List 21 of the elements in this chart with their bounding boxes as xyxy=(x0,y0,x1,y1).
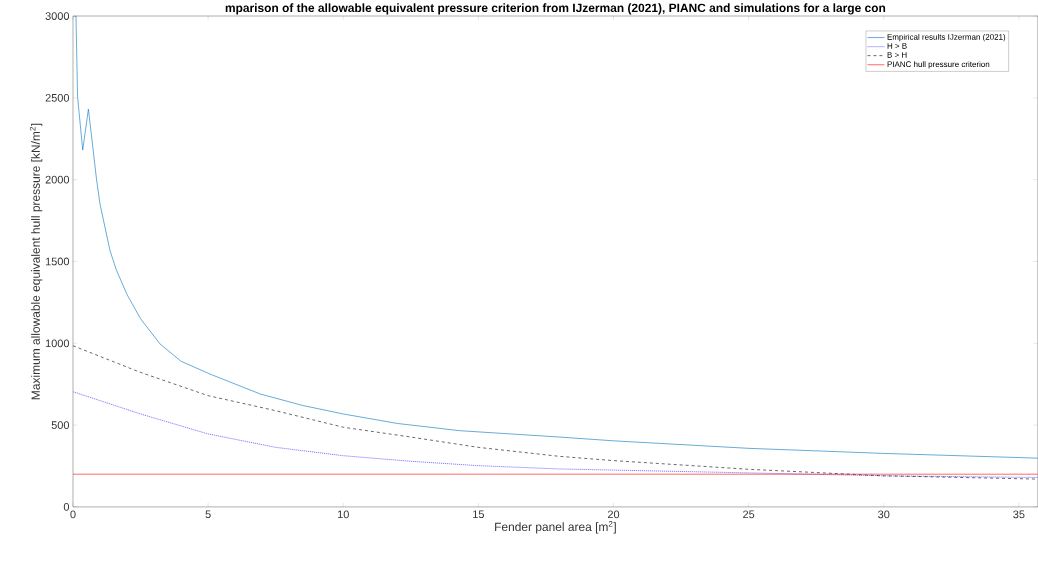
line-series xyxy=(73,345,1038,480)
y-tick-label: 3000 xyxy=(45,12,70,20)
y-tick-label: 500 xyxy=(51,421,70,430)
y-tick-label: 0 xyxy=(63,503,70,511)
x-tick-label: 0 xyxy=(70,510,76,519)
x-axis-title: Fender panel area [m$^{2}$] xyxy=(495,521,616,534)
x-tick-label: 5 xyxy=(205,510,211,519)
y-tick-label: 2000 xyxy=(45,175,70,184)
y-tick-label: 2500 xyxy=(45,94,70,102)
x-tick-label: 20 xyxy=(607,510,620,519)
y-axis-title: Maximum allowable equivalent hull pressure [kN/m$^{2}$] xyxy=(29,123,43,400)
y-tick-label: 1000 xyxy=(45,339,70,348)
x-tick-label: 10 xyxy=(337,510,349,519)
line-series xyxy=(73,391,1038,479)
x-tick-label: 15 xyxy=(473,510,484,519)
x-tick-label: 30 xyxy=(878,510,890,519)
y-tick-label: 1500 xyxy=(45,257,70,266)
chart-title: mparison of the allowable equivalent pressure criterion from IJzerman (2021), PIANC and simulations for a large con xyxy=(225,3,886,15)
x-tick-label: 25 xyxy=(743,510,755,519)
line-series xyxy=(74,16,1038,459)
x-tick-label: 35 xyxy=(1013,510,1025,519)
